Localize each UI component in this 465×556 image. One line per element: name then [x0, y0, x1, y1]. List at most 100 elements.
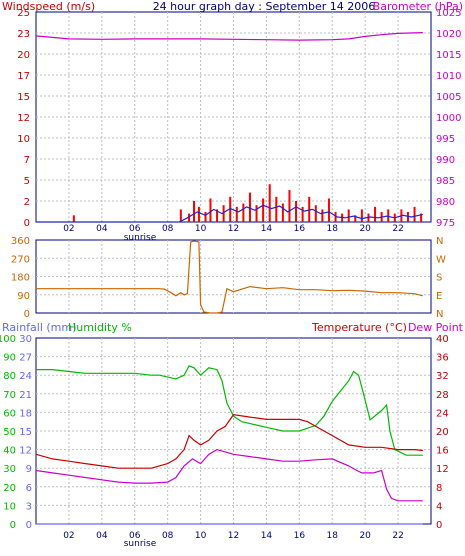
- wind-bar: [216, 209, 219, 222]
- y2-tick-label-left: 21: [19, 390, 32, 401]
- wind-bar: [222, 205, 225, 222]
- right-tick-label: N: [436, 309, 443, 320]
- wind-bar: [295, 201, 298, 222]
- right-tick-label: 1005: [436, 92, 461, 103]
- x-tick-label: 14: [261, 531, 273, 541]
- wind-bar: [301, 206, 304, 222]
- right-tick-label: 990: [436, 155, 455, 166]
- x-tick-label: 10: [195, 224, 207, 234]
- wind-bar: [327, 198, 330, 222]
- wind-bar: [354, 215, 357, 222]
- right-tick-label: 980: [436, 197, 455, 208]
- barometer-line: [35, 32, 423, 41]
- x-tick-label: 16: [294, 531, 306, 541]
- x-tick-label: 18: [327, 224, 339, 234]
- x-tick-label: 16: [294, 224, 306, 234]
- right-tick-label: W: [436, 254, 446, 265]
- y-tick-label: 90: [17, 291, 30, 302]
- y2-tick-label-left: 30: [19, 334, 32, 345]
- y-tick-label: 40: [3, 446, 16, 457]
- sunrise-label-bottom: sunrise: [124, 539, 157, 549]
- avg-wind-line: [36, 204, 423, 223]
- wind-bar: [255, 205, 258, 222]
- y-tick-label: 270: [11, 254, 30, 265]
- right-tick-label: 1015: [436, 50, 461, 61]
- wind-bar: [413, 206, 416, 222]
- y-tick-label: 2: [24, 197, 30, 208]
- y2-tick-label-left: 3: [26, 501, 32, 512]
- y-tick-label: 0: [24, 309, 30, 320]
- x-tick-label: 02: [63, 224, 74, 234]
- wind-bar: [406, 211, 409, 222]
- wind-panel-marks: [35, 32, 423, 223]
- y-tick-label: 50: [3, 427, 16, 438]
- y-tick-label: 360: [11, 236, 30, 247]
- wind-bar: [374, 206, 377, 222]
- wind-bar: [248, 192, 251, 222]
- wind-bar: [268, 184, 271, 222]
- temp-panel-marks: [35, 365, 423, 525]
- wind-bar: [179, 209, 182, 222]
- wind-bar: [321, 209, 324, 222]
- y2-tick-label-left: 18: [19, 408, 32, 419]
- wind-bar: [288, 190, 291, 222]
- y-tick-label: 15: [17, 92, 30, 103]
- x-tick-label: 20: [359, 531, 371, 541]
- rain-y-label: Rainfall (mm): [2, 321, 76, 334]
- wind-bar: [262, 198, 265, 222]
- wind-bar: [281, 203, 284, 222]
- x-tick-label: 08: [162, 531, 174, 541]
- wind-bar: [204, 211, 207, 222]
- right-tick-label: 36: [436, 353, 449, 364]
- right-tick-label: 12: [436, 464, 449, 475]
- y-tick-label: 0: [10, 520, 16, 531]
- right-tick-label: 8: [436, 483, 442, 494]
- right-tick-label: S: [436, 273, 442, 284]
- y-tick-label: 70: [3, 390, 16, 401]
- right-tick-label: 20: [436, 427, 449, 438]
- wind-bar: [188, 213, 191, 222]
- temperature-y-label: Temperature (°C): [311, 321, 407, 334]
- wind-bar: [334, 211, 337, 222]
- wind-bar: [72, 215, 75, 222]
- dewpoint-y-label: Dew Point: [408, 321, 464, 334]
- y-tick-label: 23: [17, 29, 30, 40]
- right-tick-label: 1025: [436, 8, 461, 19]
- wind-panel-grid: [36, 12, 431, 222]
- x-tick-label: 20: [359, 224, 371, 234]
- wind-bar: [420, 213, 423, 222]
- x-tick-label: 22: [392, 224, 403, 234]
- direction-panel-grid: [36, 240, 431, 313]
- chart-title: 24 hour graph day : September 14 2006: [153, 0, 376, 13]
- x-tick-label: 06: [129, 531, 141, 541]
- x-tick-label: 22: [392, 531, 403, 541]
- x-tick-label: 04: [96, 224, 108, 234]
- humidity-line: [36, 365, 423, 456]
- y-tick-label: 25: [17, 8, 30, 19]
- y-tick-label: 100: [0, 334, 16, 345]
- y2-tick-label-left: 6: [26, 483, 32, 494]
- direction-y-ticks: 0 90 180 270 360: [11, 236, 30, 320]
- baro-y-label: Barometer (hPa): [373, 0, 463, 13]
- right-tick-label: 4: [436, 501, 442, 512]
- y-tick-label: 17: [17, 71, 30, 82]
- wind-y-label: Windspeed (m/s): [2, 0, 95, 13]
- right-tick-label: 32: [436, 371, 449, 382]
- wind-bar: [314, 205, 317, 222]
- direction-panel-marks: [36, 240, 423, 314]
- right-tick-label: 40: [436, 334, 449, 345]
- y2-tick-label-left: 9: [26, 464, 32, 475]
- wind-bar: [387, 209, 390, 222]
- x-tick-label: 08: [162, 224, 174, 234]
- right-tick-label: E: [436, 291, 442, 302]
- right-tick-label: 1020: [436, 29, 461, 40]
- right-tick-label: 1010: [436, 71, 461, 82]
- wind-bar: [229, 196, 232, 222]
